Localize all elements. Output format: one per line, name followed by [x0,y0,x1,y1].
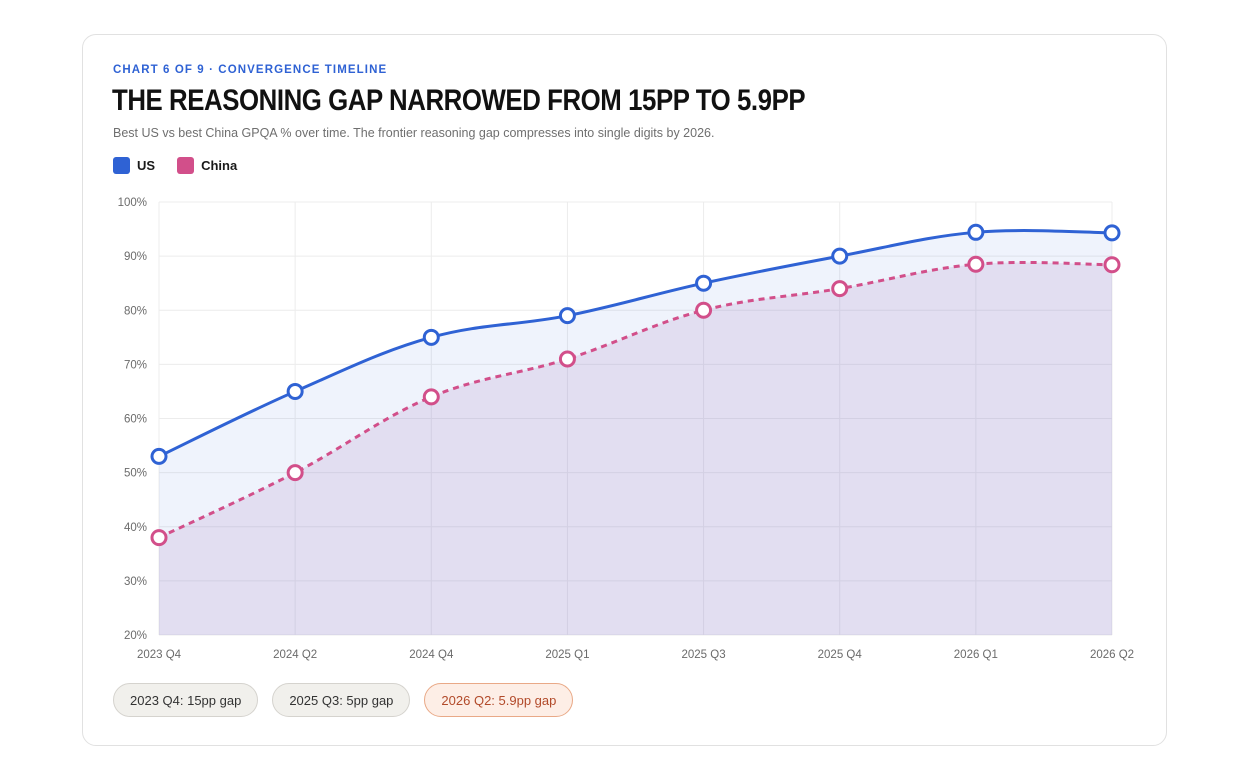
chart-card [82,34,1167,746]
point-us [422,328,440,346]
legend-label-us: US [137,158,156,173]
point-china [150,529,168,547]
line-china [158,260,1113,539]
legend-swatch-china [177,157,195,174]
point-us [831,247,849,265]
y-tick-label: 40% [124,522,147,534]
point-us [150,447,168,465]
point-us [967,223,985,241]
y-tick-label: 90% [124,251,147,263]
legend-item-china: China [177,157,237,174]
y-tick-label: 20% [124,630,147,642]
point-china [558,350,576,368]
point-us [286,382,304,400]
point-us [695,274,713,292]
point-china [1103,256,1121,274]
area-us [159,230,1112,635]
point-china [967,255,985,273]
point-china [695,301,713,319]
legend-label-china: China [201,158,238,173]
x-tick-label: 2023 Q4 [137,649,182,661]
y-tick-label: 30% [124,576,147,588]
chart-eyebrow: CHART 6 OF 9 · CONVERGENCE TIMELINE [113,64,388,76]
point-china [831,280,849,298]
legend-item-us: US [113,157,155,174]
chart-title: THE REASONING GAP NARROWED FROM 15PP TO … [112,84,806,117]
x-tick-label: 2024 Q4 [409,649,454,661]
x-tick-label: 2024 Q2 [273,649,317,661]
chart-legend: US China [113,157,237,174]
y-tick-label: 70% [124,359,147,371]
point-us [558,307,576,325]
gap-pill-2023q4[interactable]: 2023 Q4: 15pp gap [113,683,259,717]
x-tick-label: 2025 Q1 [545,649,589,661]
y-tick-label: 50% [124,468,147,480]
x-tick-label: 2025 Q3 [682,649,726,661]
y-tick-label: 80% [124,305,147,317]
y-tick-label: 60% [124,414,147,426]
y-tick-label: 100% [118,197,147,209]
x-tick-label: 2026 Q2 [1090,649,1134,661]
gap-callouts: 2023 Q4: 15pp gap 2025 Q3: 5pp gap 2026 … [113,683,574,717]
gap-pill-2026q2[interactable]: 2026 Q2: 5.9pp gap [424,683,574,717]
legend-swatch-us [113,157,130,174]
gap-pill-2025q3[interactable]: 2025 Q3: 5pp gap [272,683,411,717]
x-tick-label: 2026 Q1 [954,649,998,661]
x-tick-label: 2025 Q4 [818,649,863,661]
chart-subtitle: Best US vs best China GPQA % over time. … [113,126,715,140]
point-us [1103,224,1121,242]
point-china [286,464,304,482]
area-china [159,262,1112,635]
point-china [422,388,440,406]
